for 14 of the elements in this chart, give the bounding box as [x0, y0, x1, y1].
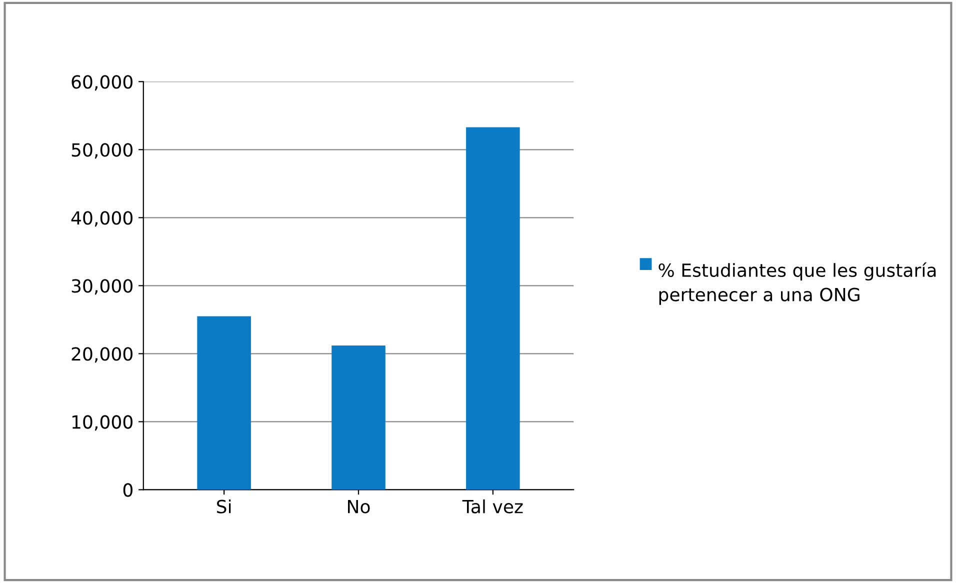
x-tick-label: Tal vez [462, 499, 523, 514]
x-tick-label: No [348, 500, 370, 514]
bar [197, 316, 251, 490]
y-tick-label: 10,000 [72, 415, 132, 431]
bar [466, 127, 520, 490]
y-tick-label: 40,000 [71, 211, 132, 227]
legend-label: % Estudiantes que les gustaría pertenecer a una ONG [658, 262, 936, 305]
bar [332, 346, 386, 490]
y-tick-label: 0 [123, 483, 132, 497]
y-tick-label: 50,000 [72, 143, 132, 159]
y-tick-label: 20,000 [72, 347, 132, 363]
x-tick-label: Si [217, 499, 231, 514]
y-tick-label: 30,000 [72, 279, 132, 295]
y-tick-label: 60,000 [72, 75, 132, 91]
